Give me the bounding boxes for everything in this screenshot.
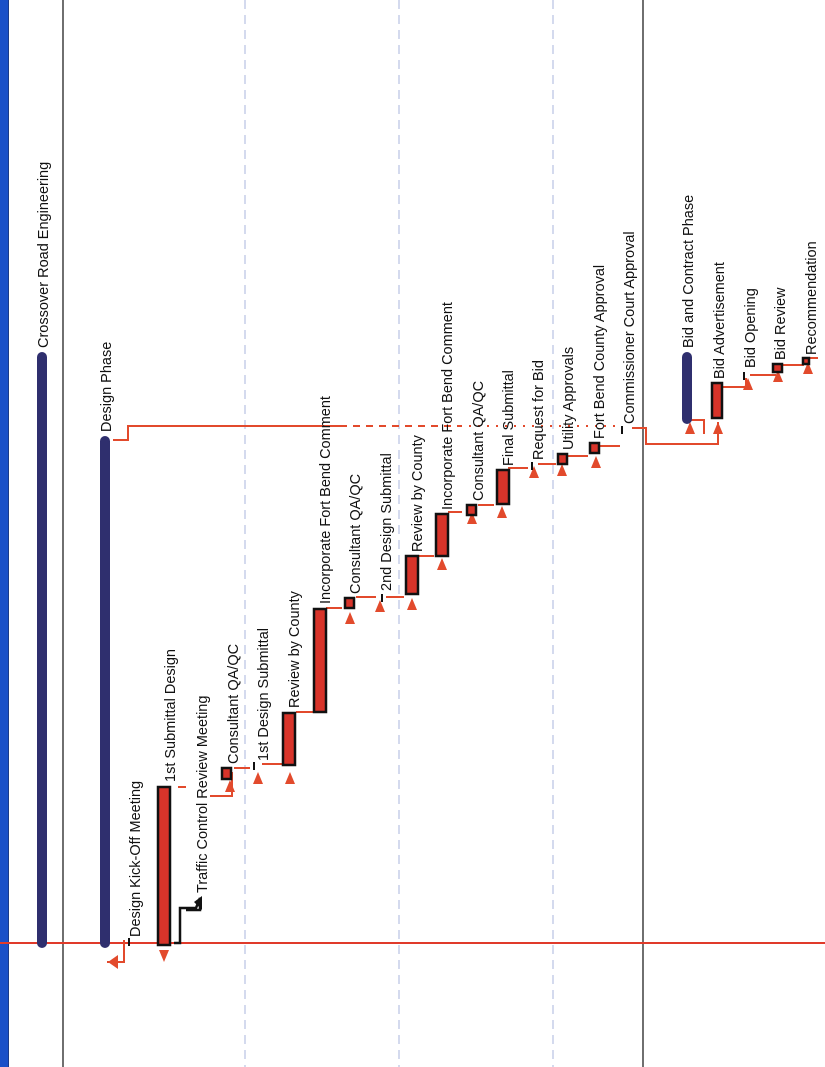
arrowhead-submittal-design xyxy=(159,950,169,962)
label-crossover-road-engineering: Crossover Road Engineering xyxy=(36,162,52,348)
arrowhead-bid-phase xyxy=(685,422,695,434)
label-review-by-county-2: Review by County xyxy=(410,434,426,552)
task-bar-consultant-qaqc-2 xyxy=(343,596,356,610)
connector-commissioner xyxy=(632,422,719,445)
label-utility-approvals: Utility Approvals xyxy=(561,347,577,450)
label-review-by-county-1: Review by County xyxy=(287,590,303,708)
arrowhead-qaqc-3 xyxy=(467,512,477,524)
summary-bars xyxy=(37,352,692,948)
milestone-traffic-control-review xyxy=(174,897,202,945)
label-incorporate-fort-bend-comment-2: Incorporate Fort Bend Comment xyxy=(440,302,456,510)
arrowhead-review-1 xyxy=(285,772,295,784)
label-consultant-qaqc-2: Consultant QA/QC xyxy=(348,474,364,594)
task-bar-review-by-county-1 xyxy=(281,711,297,767)
arrowhead-bid-opening xyxy=(743,378,753,390)
dependency-arrowheads xyxy=(108,362,813,969)
label-recommendation: Recommendation xyxy=(804,241,820,355)
label-2nd-design-submittal: 2nd Design Submittal xyxy=(379,453,395,591)
arrowhead-qaqc-2 xyxy=(345,612,355,624)
summary-bar-design-phase xyxy=(100,436,110,948)
arrowhead-qaqc-1 xyxy=(225,780,235,792)
arrowhead-fbc-approval xyxy=(591,456,601,468)
label-request-for-bid: Request for Bid xyxy=(531,360,547,460)
arrowhead-bid-review xyxy=(773,370,783,382)
arrowhead-incorporate-2 xyxy=(437,558,447,570)
arrowhead-bid-advertisement xyxy=(713,422,723,434)
label-bid-review: Bid Review xyxy=(773,287,789,360)
label-1st-design-submittal: 1st Design Submittal xyxy=(256,628,272,761)
task-bar-1st-submittal-design xyxy=(156,785,172,947)
label-bid-and-contract-phase: Bid and Contract Phase xyxy=(681,195,697,348)
label-final-submittal: Final Submittal xyxy=(501,370,517,466)
arrowhead-review-2 xyxy=(407,598,417,610)
task-bar-incorporate-fbc-2 xyxy=(434,512,450,558)
arrowhead-final-submittal xyxy=(497,506,507,518)
arrowhead-design-submittal-1 xyxy=(253,772,263,784)
task-labels: Crossover Road Engineering Design Phase … xyxy=(36,162,820,937)
task-bar-bid-review xyxy=(771,362,784,374)
arrowhead-recommendation xyxy=(803,362,813,374)
task-bar-fort-bend-county-approval xyxy=(588,441,601,455)
flag-icon xyxy=(194,896,202,910)
label-consultant-qaqc-1: Consultant QA/QC xyxy=(226,644,242,764)
left-edge-stripe xyxy=(0,0,8,1067)
connector-design-phase xyxy=(113,425,340,441)
label-consultant-qaqc-3: Consultant QA/QC xyxy=(471,381,487,501)
task-bar-consultant-qaqc-1 xyxy=(220,766,233,781)
summary-bar-crossover-road-engineering xyxy=(37,352,47,948)
label-bid-opening: Bid Opening xyxy=(743,288,759,368)
task-bar-consultant-qaqc-3 xyxy=(465,503,478,517)
task-bar-bid-advertisement xyxy=(710,381,724,420)
label-bid-advertisement: Bid Advertisement xyxy=(712,262,728,379)
arrowhead-design-submittal-2 xyxy=(375,600,385,612)
label-fort-bend-county-approval: Fort Bend County Approval xyxy=(592,265,608,439)
task-bar-final-submittal xyxy=(495,468,511,506)
task-bar-recommendation xyxy=(801,356,811,366)
arrowhead-utility xyxy=(557,464,567,476)
label-design-kickoff-meeting: Design Kick-Off Meeting xyxy=(128,781,144,937)
label-1st-submittal-design: 1st Submittal Design xyxy=(163,649,179,782)
task-bar-utility-approvals xyxy=(556,452,569,466)
milestone-ticks xyxy=(128,372,745,946)
label-commissioner-court-approval: Commissioner Court Approval xyxy=(622,231,638,424)
arrowhead-kickoff-in xyxy=(108,955,118,969)
task-bars xyxy=(156,356,811,947)
task-bar-review-by-county-2 xyxy=(404,554,420,596)
label-design-phase: Design Phase xyxy=(99,342,115,432)
label-traffic-control-review-meeting: Traffic Control Review Meeting xyxy=(195,696,211,893)
arrowhead-request-bid xyxy=(529,466,539,478)
label-incorporate-fort-bend-comment-1: Incorporate Fort Bend Comment xyxy=(318,396,334,604)
connector-bid-phase xyxy=(690,419,705,434)
task-bar-incorporate-fbc-1 xyxy=(312,607,328,714)
summary-bar-bid-and-contract-phase xyxy=(682,352,692,424)
